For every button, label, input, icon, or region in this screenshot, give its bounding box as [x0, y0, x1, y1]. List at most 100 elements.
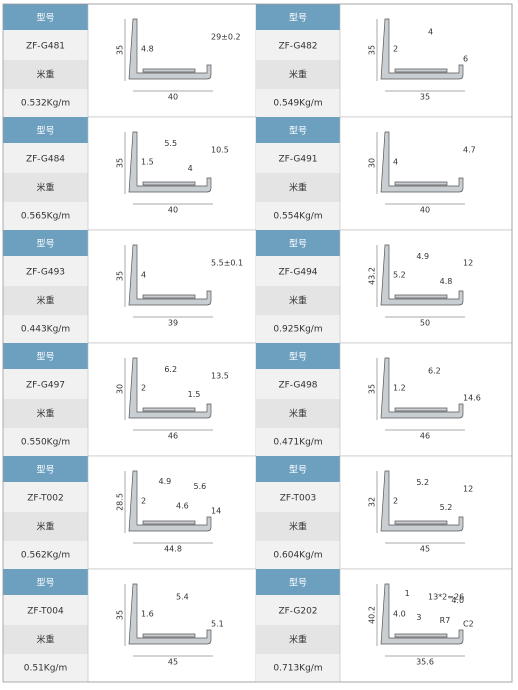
dim-label: 5.2: [416, 478, 429, 487]
weight-header-band: [256, 60, 340, 89]
dim-label: 4.9: [416, 252, 429, 261]
weight-header: 米重: [289, 521, 307, 533]
dim-label: 35: [116, 158, 125, 168]
dim-label: 45: [420, 545, 430, 554]
weight-header: 米重: [36, 521, 54, 533]
weight-band: [3, 315, 88, 343]
profile-shape: [128, 583, 212, 645]
profile-shape: [380, 357, 464, 419]
dim-label: 12: [463, 259, 473, 268]
profile-shape: [380, 244, 464, 306]
dim-label: 32: [368, 497, 377, 507]
dim-label: 1.5: [188, 390, 201, 399]
weight-header-band: [256, 512, 340, 541]
header-band: [256, 456, 340, 482]
dim-label: 30: [368, 158, 377, 168]
dim-label: 6.2: [164, 365, 177, 374]
weight-header-band: [256, 399, 340, 428]
weight-header-band: [256, 625, 340, 654]
dim-label: 35: [368, 45, 377, 55]
dim-label: 13.5: [211, 372, 229, 381]
profile-shape: [380, 18, 464, 80]
weight: 0.562Kg/m: [21, 551, 70, 561]
dim-label: 5.1: [211, 620, 224, 629]
dim-label: 10.5: [211, 146, 229, 155]
weight-header-band: [256, 286, 340, 315]
drawing-cell: [87, 229, 257, 344]
model-header: 型号: [36, 578, 54, 589]
weight-header: 米重: [36, 69, 54, 81]
dim-label: 35.6: [416, 658, 434, 667]
model: ZF-G498: [278, 381, 317, 391]
dim-label: 43.2: [368, 267, 377, 285]
model-header: 型号: [36, 239, 54, 250]
model-header: 型号: [36, 352, 54, 363]
model: ZF-T003: [280, 494, 316, 504]
dim-label: 4.7: [463, 146, 476, 155]
model-band: [256, 595, 340, 625]
model-header: 型号: [289, 352, 307, 363]
weight-header-band: [3, 60, 88, 89]
drawing-cell: [87, 116, 257, 231]
table-border: [2, 3, 513, 683]
dim-label: 1.2: [393, 384, 406, 393]
weight-band: [3, 654, 88, 682]
model-band: [3, 256, 88, 286]
model: ZF-G494: [278, 268, 317, 278]
dim-label: 4: [141, 271, 146, 280]
model: ZF-G493: [26, 268, 65, 278]
model-band: [3, 369, 88, 399]
dim-label: 13*2=26: [428, 593, 464, 602]
model-header: 型号: [289, 13, 307, 24]
model-band: [3, 595, 88, 625]
model-header: 型号: [289, 126, 307, 137]
weight-band: [256, 202, 340, 230]
dim-label: 2: [141, 497, 146, 506]
weight-band: [256, 541, 340, 569]
dim-label: 46: [168, 432, 178, 441]
dim-label: 1: [405, 589, 410, 598]
profile-shape: [128, 131, 212, 193]
drawing-cell: [87, 455, 257, 570]
weight-header: 米重: [36, 295, 54, 307]
dim-label: 4.6: [176, 502, 189, 511]
weight-band: [256, 428, 340, 456]
dim-label: 1.6: [141, 610, 154, 619]
model: ZF-G484: [26, 155, 65, 165]
weight: 0.604Kg/m: [273, 551, 322, 561]
model-band: [3, 482, 88, 512]
drawing-cell: [87, 3, 257, 118]
model-band: [256, 30, 340, 60]
dim-label: 5.2: [393, 271, 406, 280]
dim-label: 40: [168, 93, 178, 102]
dim-label: 1.5: [141, 158, 154, 167]
weight-header-band: [3, 512, 88, 541]
weight-header: 米重: [289, 295, 307, 307]
dim-label: 4: [188, 164, 193, 173]
weight-band: [256, 89, 340, 117]
dim-label: 29±0.2: [211, 33, 241, 42]
weight: 0.443Kg/m: [21, 325, 70, 335]
dim-label: C2: [463, 620, 474, 629]
weight: 0.549Kg/m: [273, 99, 322, 109]
profile-shape: [128, 357, 212, 419]
header-band: [3, 230, 88, 256]
weight-band: [3, 202, 88, 230]
dim-label: 4.8: [141, 45, 154, 54]
weight-header: 米重: [289, 634, 307, 646]
weight: 0.713Kg/m: [273, 664, 322, 674]
dim-label: 2: [141, 384, 146, 393]
dim-label: 4.0: [451, 596, 464, 605]
profile-shape: [380, 583, 464, 645]
dim-label: 5.5±0.1: [211, 259, 243, 268]
header-band: [256, 343, 340, 369]
weight-header: 米重: [36, 634, 54, 646]
weight-band: [256, 315, 340, 343]
header-band: [256, 4, 340, 30]
drawing-cell: [339, 455, 513, 570]
dim-label: 4.9: [159, 477, 172, 486]
weight: 0.51Kg/m: [24, 664, 67, 674]
dim-label: 3: [416, 613, 421, 622]
